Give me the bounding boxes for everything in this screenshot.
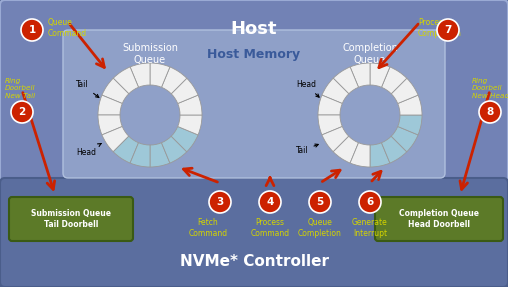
Wedge shape: [322, 78, 349, 104]
Text: 3: 3: [216, 197, 224, 207]
Text: 2: 2: [18, 107, 25, 117]
Wedge shape: [102, 127, 129, 152]
Wedge shape: [391, 78, 418, 104]
Text: 1: 1: [28, 25, 36, 35]
FancyBboxPatch shape: [9, 197, 133, 241]
Text: Head: Head: [76, 144, 101, 157]
Wedge shape: [150, 143, 170, 167]
Text: 7: 7: [444, 25, 452, 35]
Wedge shape: [370, 63, 390, 87]
Wedge shape: [171, 78, 198, 104]
Wedge shape: [333, 136, 359, 163]
Wedge shape: [150, 63, 170, 87]
Wedge shape: [370, 143, 390, 167]
Wedge shape: [178, 115, 202, 135]
Text: 4: 4: [266, 197, 274, 207]
Wedge shape: [102, 78, 129, 104]
Text: Fetch
Command: Fetch Command: [188, 218, 228, 238]
Text: Tail: Tail: [296, 144, 318, 155]
Circle shape: [437, 19, 459, 41]
Text: Generate
Interrupt: Generate Interrupt: [352, 218, 388, 238]
Text: Ring
Doorbell
New Head: Ring Doorbell New Head: [472, 78, 508, 99]
Wedge shape: [398, 115, 422, 135]
Wedge shape: [318, 95, 342, 115]
Text: Submission Queue
Tail Doorbell: Submission Queue Tail Doorbell: [31, 209, 111, 229]
FancyBboxPatch shape: [375, 197, 503, 241]
Circle shape: [359, 191, 381, 213]
Text: Queue
Completion: Queue Completion: [298, 218, 342, 238]
Circle shape: [479, 101, 501, 123]
Text: Host Memory: Host Memory: [207, 48, 301, 61]
Text: Completion
Queue: Completion Queue: [342, 43, 398, 65]
Wedge shape: [391, 127, 418, 152]
Text: Ring
Doorbell
New Tail: Ring Doorbell New Tail: [5, 78, 36, 99]
Text: NVMe* Controller: NVMe* Controller: [179, 254, 329, 269]
Circle shape: [11, 101, 33, 123]
Wedge shape: [113, 67, 139, 94]
Wedge shape: [382, 136, 407, 163]
Circle shape: [259, 191, 281, 213]
Wedge shape: [98, 95, 122, 115]
Text: Host: Host: [231, 20, 277, 38]
Circle shape: [309, 191, 331, 213]
Wedge shape: [322, 127, 349, 152]
Text: Process
Command: Process Command: [250, 218, 290, 238]
Text: Queue
Command: Queue Command: [48, 18, 87, 38]
Wedge shape: [398, 95, 422, 115]
Text: Process
Completion: Process Completion: [418, 18, 462, 38]
FancyBboxPatch shape: [63, 30, 445, 178]
Wedge shape: [113, 136, 139, 163]
Wedge shape: [350, 63, 370, 87]
Text: Submission
Queue: Submission Queue: [122, 43, 178, 65]
Text: Head: Head: [296, 80, 319, 97]
Wedge shape: [171, 127, 198, 152]
Wedge shape: [130, 143, 150, 167]
Wedge shape: [382, 67, 407, 94]
Wedge shape: [130, 63, 150, 87]
Wedge shape: [318, 115, 342, 135]
Text: 6: 6: [366, 197, 373, 207]
Wedge shape: [350, 143, 370, 167]
Wedge shape: [178, 95, 202, 115]
Circle shape: [209, 191, 231, 213]
Text: 8: 8: [486, 107, 494, 117]
Wedge shape: [333, 67, 359, 94]
Wedge shape: [162, 136, 187, 163]
Circle shape: [21, 19, 43, 41]
Text: Completion Queue
Head Doorbell: Completion Queue Head Doorbell: [399, 209, 479, 229]
Wedge shape: [98, 115, 122, 135]
Text: Tail: Tail: [76, 80, 99, 98]
Text: 5: 5: [316, 197, 324, 207]
FancyBboxPatch shape: [0, 0, 508, 182]
FancyBboxPatch shape: [0, 178, 508, 287]
Wedge shape: [162, 67, 187, 94]
